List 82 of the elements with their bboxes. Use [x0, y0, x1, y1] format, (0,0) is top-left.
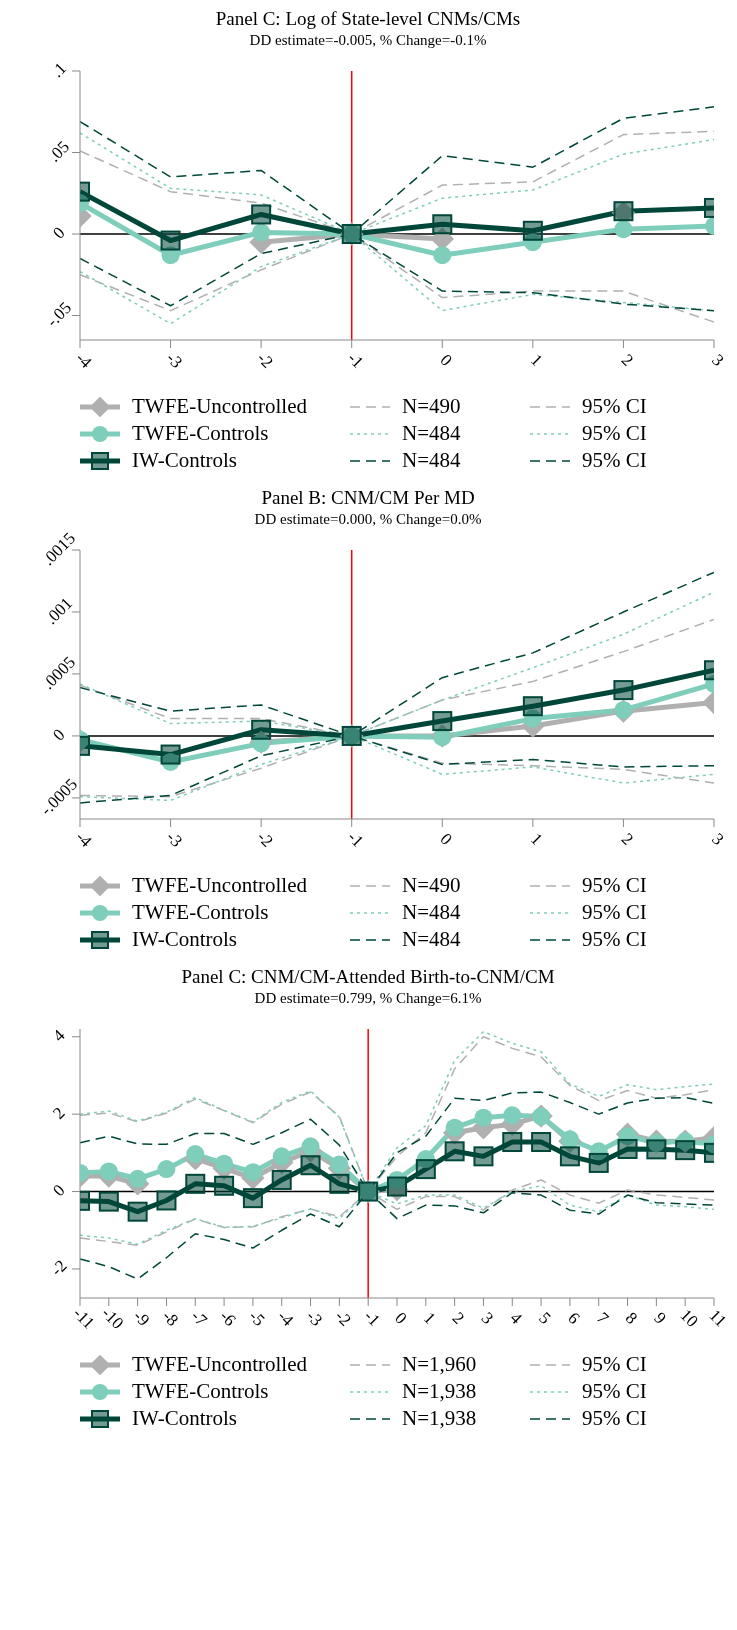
legend-label: TWFE-Uncontrolled: [132, 1352, 307, 1377]
x-tick-label: -3: [162, 827, 187, 851]
x-tick-label: 2: [617, 829, 638, 849]
x-tick-label: -8: [158, 1306, 183, 1330]
legend-label: IW-Controls: [132, 927, 237, 952]
x-tick-label: -9: [129, 1306, 154, 1330]
chart-title: Panel B: CNM/CM Per MD: [260, 487, 476, 509]
y-tick-label: 0: [49, 223, 69, 243]
x-tick-label: -4: [273, 1306, 298, 1331]
legend-label: 95% CI: [582, 421, 647, 446]
legend-label: 95% CI: [582, 900, 647, 925]
y-tick-label: 4: [49, 1025, 69, 1046]
legend-label: N=1,938: [402, 1379, 477, 1404]
x-tick-label: 0: [436, 350, 456, 370]
x-tick-label: -7: [187, 1306, 212, 1331]
x-tick-label: 0: [436, 829, 456, 849]
x-tick-label: 7: [592, 1308, 613, 1329]
legend-label: N=490: [402, 394, 461, 419]
legend-label: N=484: [402, 900, 461, 925]
legend-label: 95% CI: [582, 448, 647, 473]
x-tick-label: -2: [331, 1306, 355, 1330]
x-tick-label: 3: [477, 1308, 498, 1328]
chart-title: Panel C: Log of State-level CNMs/CMs: [214, 8, 522, 30]
x-tick-label: 11: [705, 1305, 731, 1331]
y-tick-label: 0: [49, 725, 69, 745]
y-tick-label: .001: [41, 593, 77, 629]
x-tick-label: 3: [708, 350, 728, 370]
legend-label: 95% CI: [582, 1352, 647, 1377]
x-tick-label: 9: [650, 1308, 670, 1328]
legend-label: 95% CI: [582, 394, 647, 419]
x-tick-label: 8: [621, 1308, 642, 1328]
legend-label: 95% CI: [582, 927, 647, 952]
legend-label: TWFE-Controls: [132, 421, 269, 446]
chart-subtitle: DD estimate=0.000, % Change=0.0%: [253, 511, 483, 528]
legend-label: N=484: [402, 448, 461, 473]
x-tick-label: 2: [617, 350, 638, 370]
x-tick-label: 1: [419, 1308, 440, 1328]
legend-label: N=1,960: [402, 1352, 477, 1377]
chart-subtitle: DD estimate=-0.005, % Change=-0.1%: [248, 32, 488, 49]
x-tick-label: 5: [535, 1308, 555, 1328]
y-tick-label: 2: [49, 1103, 69, 1123]
legend-label: 95% CI: [582, 873, 647, 898]
chart-subtitle: DD estimate=0.799, % Change=6.1%: [253, 990, 483, 1007]
legend-label: TWFE-Controls: [132, 900, 269, 925]
y-tick-label: -2: [47, 1256, 71, 1280]
x-tick-label: -1: [343, 827, 368, 851]
y-tick-label: -.05: [42, 298, 76, 331]
legend-label: 95% CI: [582, 1379, 647, 1404]
legend-label: TWFE-Uncontrolled: [132, 394, 307, 419]
x-tick-label: -2: [253, 827, 277, 851]
x-tick-label: -1: [343, 348, 368, 372]
x-tick-label: -6: [216, 1306, 240, 1330]
chart-title: Panel C: CNM/CM-Attended Birth-to-CNM/CM: [180, 966, 556, 988]
x-tick-label: 2: [448, 1308, 469, 1328]
legend-label: TWFE-Uncontrolled: [132, 873, 307, 898]
legend-label: N=1,938: [402, 1406, 477, 1431]
legend-label: TWFE-Controls: [132, 1379, 269, 1404]
x-tick-label: 3: [708, 829, 728, 849]
legend-label: IW-Controls: [132, 448, 237, 473]
x-tick-label: -5: [245, 1306, 269, 1330]
legend-label: N=490: [402, 873, 461, 898]
legend-label: N=484: [402, 927, 461, 952]
y-tick-label: .1: [47, 58, 71, 82]
x-tick-label: -4: [72, 348, 96, 373]
x-tick-label: 1: [527, 829, 547, 849]
x-tick-label: -2: [253, 348, 277, 372]
x-tick-label: -1: [360, 1306, 384, 1330]
legend-label: 95% CI: [582, 1406, 647, 1431]
legend-label: IW-Controls: [132, 1406, 237, 1431]
y-tick-label: 0: [49, 1180, 69, 1201]
x-tick-label: 1: [527, 350, 547, 370]
y-tick-label: .05: [44, 137, 74, 166]
x-tick-label: -10: [97, 1303, 128, 1333]
x-tick-label: -4: [72, 827, 96, 852]
x-tick-label: 0: [391, 1308, 411, 1328]
x-tick-label: -3: [302, 1306, 327, 1330]
x-tick-label: 4: [506, 1308, 527, 1329]
x-tick-label: 10: [676, 1305, 702, 1331]
x-tick-label: -11: [69, 1303, 99, 1333]
legend-label: N=484: [402, 421, 461, 446]
x-tick-label: -3: [162, 348, 187, 372]
x-tick-label: 6: [564, 1308, 584, 1328]
